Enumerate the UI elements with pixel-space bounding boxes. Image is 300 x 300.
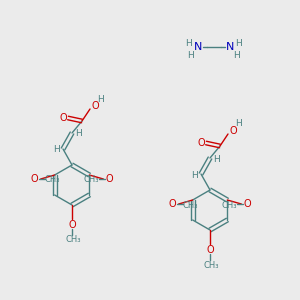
Text: H: H — [186, 38, 192, 47]
Text: H: H — [190, 170, 197, 179]
Text: H: H — [214, 154, 220, 164]
Text: H: H — [236, 38, 242, 47]
Text: O: O — [169, 199, 176, 209]
Text: H: H — [52, 146, 59, 154]
Text: O: O — [59, 113, 67, 123]
Text: O: O — [244, 199, 251, 209]
Text: H: H — [236, 119, 242, 128]
Text: O: O — [91, 101, 99, 111]
Text: CH₃: CH₃ — [183, 200, 198, 209]
Text: CH₃: CH₃ — [222, 200, 237, 209]
Text: CH₃: CH₃ — [45, 176, 60, 184]
Text: CH₃: CH₃ — [65, 236, 81, 244]
Text: O: O — [31, 174, 38, 184]
Text: H: H — [234, 50, 240, 59]
Text: O: O — [106, 174, 113, 184]
Text: O: O — [68, 220, 76, 230]
Text: N: N — [226, 42, 234, 52]
Text: N: N — [194, 42, 202, 52]
Text: CH₃: CH₃ — [84, 176, 99, 184]
Text: H: H — [98, 94, 104, 103]
Text: CH₃: CH₃ — [203, 260, 219, 269]
Text: O: O — [206, 245, 214, 255]
Text: O: O — [197, 138, 205, 148]
Text: H: H — [76, 130, 82, 139]
Text: O: O — [229, 126, 237, 136]
Text: H: H — [188, 50, 194, 59]
